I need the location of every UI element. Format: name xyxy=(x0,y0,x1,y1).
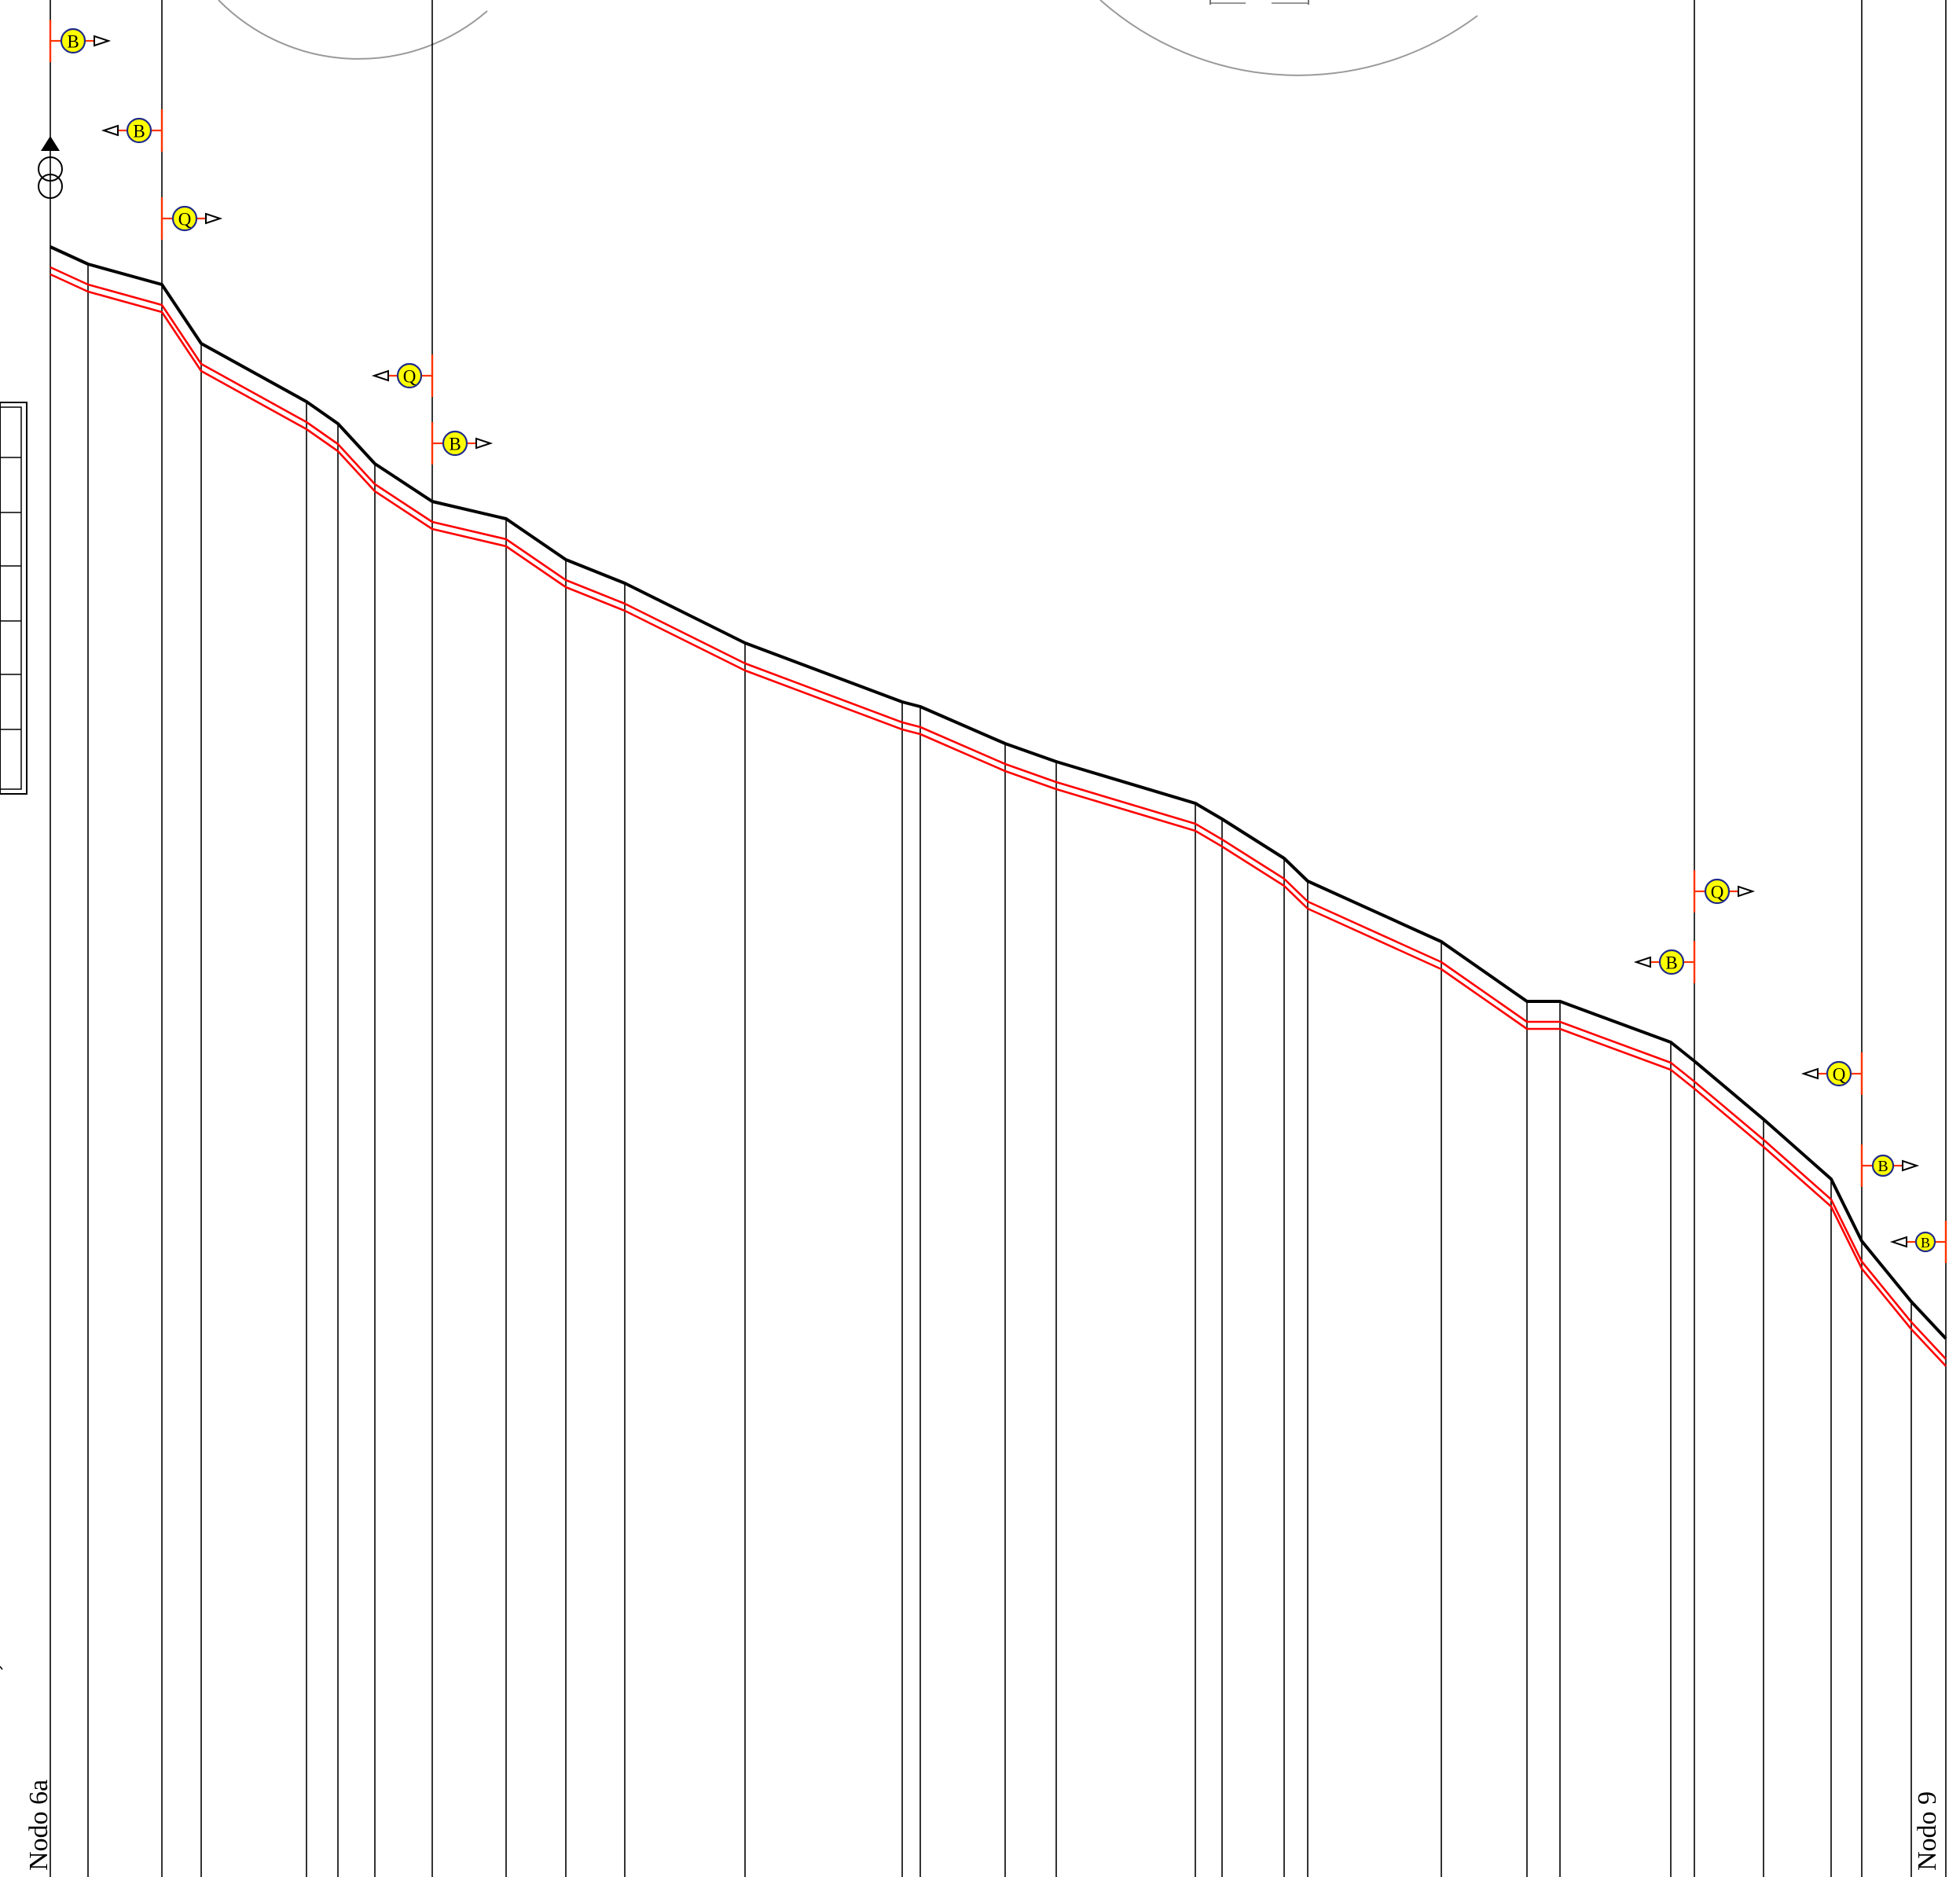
marker-b-right: B xyxy=(1860,1144,1920,1187)
marker-letter: Q xyxy=(403,367,417,387)
pipe-line xyxy=(50,273,1947,1367)
transformer-symbol-icon xyxy=(38,136,63,199)
pipe-line xyxy=(50,266,1947,1360)
triangle-arrow-icon xyxy=(371,369,389,382)
triangle-arrow-icon xyxy=(1889,1236,1907,1248)
top-center-fragment xyxy=(1209,0,1309,5)
triangle-arrow-icon xyxy=(205,212,223,225)
marker-q-right: Q xyxy=(160,197,223,240)
marker-q-left: Q xyxy=(1800,1052,1863,1095)
node-label-start: Nodo 6a xyxy=(24,1780,53,1871)
marker-letter: Q xyxy=(178,210,192,230)
marker-letter: B xyxy=(1921,1235,1930,1251)
triangle-arrow-icon xyxy=(1738,885,1756,898)
node-label-end: Nodo 9 xyxy=(1913,1791,1942,1871)
marker-letter: Q xyxy=(1833,1065,1846,1085)
marker-q-right: Q xyxy=(1693,870,1756,913)
point-markers: B B Q Q B Q B Q B B xyxy=(49,20,1947,1263)
marker-letter: Q xyxy=(1711,883,1724,902)
marker-b-left: B xyxy=(1633,941,1696,983)
marker-b-right: B xyxy=(431,422,494,465)
marker-q-left: Q xyxy=(371,354,434,397)
station-lines xyxy=(50,0,1947,1877)
marker-letter: B xyxy=(449,435,461,454)
top-left-arc xyxy=(218,0,488,60)
triangle-arrow-icon xyxy=(101,124,119,137)
pipe-double-line xyxy=(50,266,1947,1367)
triangle-arrow-icon xyxy=(1902,1159,1920,1172)
triangle-arrow-icon xyxy=(94,35,112,47)
marker-letter: B xyxy=(67,32,79,52)
triangle-arrow-icon xyxy=(1800,1067,1819,1080)
marker-b-left: B xyxy=(101,109,163,152)
triangle-arrow-icon xyxy=(475,437,494,450)
marker-letter: B xyxy=(1665,953,1677,973)
marker-letter: B xyxy=(1877,1158,1888,1175)
triangle-arrow-icon xyxy=(1633,956,1651,968)
marker-b-right: B xyxy=(49,20,112,62)
left-table-fragment xyxy=(0,402,28,795)
small-tick-left xyxy=(0,1666,3,1670)
terrain-line xyxy=(50,245,1947,1340)
marker-letter: B xyxy=(133,122,145,141)
marker-b-left: B xyxy=(1889,1221,1947,1263)
top-center-arc xyxy=(1099,0,1478,76)
